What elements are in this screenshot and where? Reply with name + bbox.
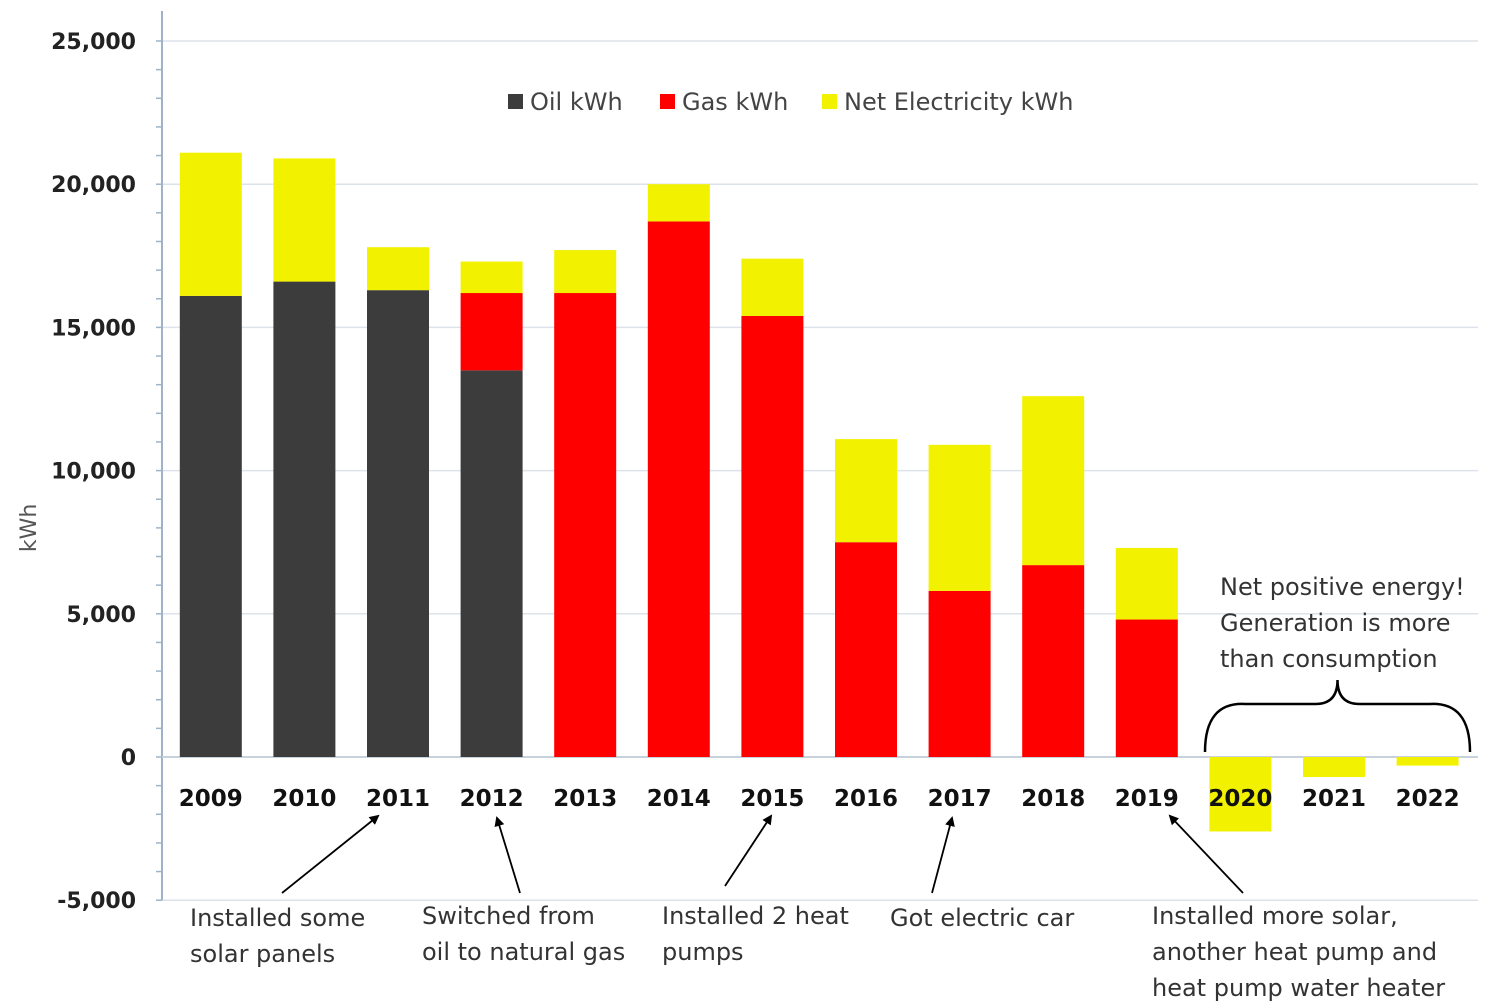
bar-2012-gas-kwh <box>460 293 523 371</box>
x-tick-label: 2011 <box>366 786 430 812</box>
y-tick-label: -5,000 <box>57 889 136 914</box>
legend-entry: Net Electricity kWh <box>844 88 1073 116</box>
annotation-text: Got electric car <box>890 904 1074 932</box>
annotation-text: pumps <box>662 938 744 966</box>
y-tick-label: 0 <box>121 746 136 771</box>
bar-2011-oil-kwh <box>367 290 429 757</box>
annotation-arrow <box>494 816 521 894</box>
annotation-text: heat pump water heater <box>1152 974 1445 1002</box>
bar-2018-net-electricity-kwh <box>1022 396 1085 566</box>
bar-2020-net-electricity-kwh <box>1209 757 1272 832</box>
bar-2022-net-electricity-kwh <box>1396 757 1459 766</box>
bar-2014-gas-kwh <box>647 221 710 757</box>
legend-swatch <box>822 94 837 109</box>
annotation-text: than consumption <box>1220 645 1438 673</box>
bar-2015-net-electricity-kwh <box>741 258 804 316</box>
annotation-text: oil to natural gas <box>422 938 625 966</box>
annotation-arrow <box>281 814 380 894</box>
bar-2018-gas-kwh <box>1022 565 1085 757</box>
bar-2019-gas-kwh <box>1115 619 1178 757</box>
x-tick-label: 2015 <box>740 786 804 812</box>
gridlines <box>162 40 1478 901</box>
x-tick-label: 2009 <box>179 786 243 812</box>
annotation-arrow <box>724 814 773 887</box>
annotation-text: Generation is more <box>1220 609 1450 637</box>
annotation-text: Installed more solar, <box>1152 902 1398 930</box>
y-tick-label: 10,000 <box>51 460 136 485</box>
bar-2010-oil-kwh <box>273 281 336 757</box>
x-tick-label: 2020 <box>1208 786 1272 812</box>
legend-swatch <box>508 94 523 109</box>
legend-swatch <box>660 94 675 109</box>
x-tick-label: 2022 <box>1396 786 1460 812</box>
y-tick-label: 25,000 <box>51 30 136 55</box>
bar-2017-net-electricity-kwh <box>928 444 991 591</box>
y-axis-label: kWh <box>17 504 42 552</box>
x-tick-label: 2010 <box>272 786 336 812</box>
axes: -5,000 0 5,000 10,000 15,000 20,000 25,000 kWh <box>17 11 1478 914</box>
legend-entry: Gas kWh <box>682 88 788 116</box>
bar-2014-net-electricity-kwh <box>647 184 710 222</box>
bar-2012-oil-kwh <box>460 370 523 757</box>
x-tick-label: 2018 <box>1021 786 1085 812</box>
bar-2016-gas-kwh <box>835 542 897 757</box>
x-tick-label: 2012 <box>460 786 524 812</box>
x-tick-label: 2019 <box>1115 786 1179 812</box>
bar-2021-net-electricity-kwh <box>1303 757 1365 778</box>
y-tick-label: 5,000 <box>66 603 136 628</box>
bar-2019-net-electricity-kwh <box>1115 547 1178 620</box>
y-tick-label: 15,000 <box>51 316 136 341</box>
x-tick-label: 2021 <box>1302 786 1366 812</box>
bar-2015-gas-kwh <box>741 315 804 757</box>
bar-2009-oil-kwh <box>179 295 242 757</box>
bar-2013-net-electricity-kwh <box>554 250 617 294</box>
y-tick-label: 20,000 <box>51 173 136 198</box>
annotations: Installed some solar panels Switched from o… <box>190 573 1472 1002</box>
bar-2011-net-electricity-kwh <box>367 247 429 291</box>
bar-2016-net-electricity-kwh <box>835 439 897 543</box>
annotation-text: Switched from <box>422 902 595 930</box>
bar-2017-gas-kwh <box>928 590 991 757</box>
legend: Oil kWh Gas kWh Net Electricity kWh <box>508 88 1073 116</box>
bar-2010-net-electricity-kwh <box>273 158 336 282</box>
annotation-arrow <box>931 816 955 894</box>
legend-entry: Oil kWh <box>530 88 623 116</box>
annotation-brace <box>1203 679 1472 753</box>
x-tick-label: 2013 <box>553 786 617 812</box>
annotation-text: solar panels <box>190 940 335 968</box>
annotation-text: Installed some <box>190 904 365 932</box>
bar-2012-net-electricity-kwh <box>460 261 523 294</box>
annotation-text: Net positive energy! <box>1220 573 1465 601</box>
x-tick-label: 2016 <box>834 786 898 812</box>
bars <box>179 152 1459 832</box>
annotation-arrow <box>1168 814 1244 894</box>
x-tick-label: 2017 <box>928 786 992 812</box>
category-labels: 2009 2010 2011 2012 2013 2014 2015 2016 2017 2018… <box>179 786 1460 812</box>
bar-2009-net-electricity-kwh <box>179 152 242 296</box>
annotation-text: Installed 2 heat <box>662 902 849 930</box>
annotation-text: another heat pump and <box>1152 938 1437 966</box>
bar-2013-gas-kwh <box>554 293 617 757</box>
x-tick-label: 2014 <box>647 786 711 812</box>
